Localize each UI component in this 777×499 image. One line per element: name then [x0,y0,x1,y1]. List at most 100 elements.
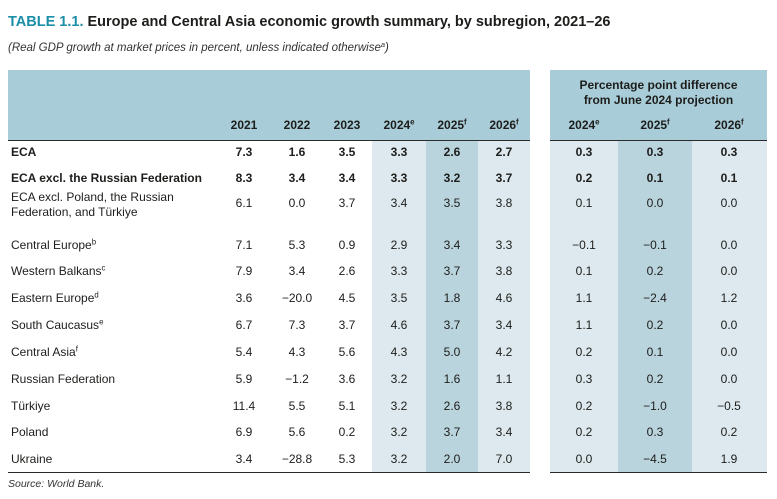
difference-value: 0.0 [646,196,664,210]
year-header: 2023 [317,118,377,132]
difference-value: 0.0 [720,264,738,278]
growth-value: −28.8 [281,452,313,466]
growth-value: 6.9 [235,425,253,439]
difference-value: 1.2 [720,291,738,305]
row-label: Ukraine [11,452,52,467]
difference-value: 0.2 [720,425,738,439]
growth-value: 4.5 [338,291,356,305]
year-header-year: 2022 [283,118,311,132]
difference-value: 0.1 [646,171,664,185]
growth-value: 3.4 [390,196,408,210]
growth-value: 3.5 [338,145,356,159]
row-label: ECA excl. the Russian Federation [11,171,202,186]
growth-value: 3.3 [495,238,513,252]
difference-value: 0.2 [646,318,664,332]
growth-value: 1.1 [495,372,513,386]
growth-value: 3.3 [390,171,408,185]
growth-value: 7.3 [288,318,306,332]
difference-value: 0.2 [575,399,593,413]
growth-value: 3.4 [338,171,356,185]
year-header-marker: f [464,117,467,127]
row-label-text: Eastern Europe [11,291,95,305]
difference-value: 0.2 [575,425,593,439]
row-label-text: Türkiye [11,399,51,413]
header-rule-right [550,140,767,141]
difference-value: −0.1 [572,238,596,252]
growth-value: 5.9 [235,372,253,386]
diff-year-header-marker: f [667,117,670,127]
year-header: 2022 [267,118,327,132]
table-number: TABLE 1.1. [8,14,84,30]
growth-value: 3.2 [390,452,408,466]
column-shade-diff-2026 [692,140,767,472]
growth-value: 3.4 [288,171,306,185]
growth-value: 3.4 [495,318,513,332]
subtitle-close: ) [385,42,389,54]
column-shade-2026 [478,140,530,472]
year-header: 2025f [422,118,482,132]
row-footnote-marker: f [75,344,78,354]
difference-value: 0.2 [575,345,593,359]
growth-value: 5.1 [338,399,356,413]
row-label-text: ECA excl. Poland, the Russian [11,190,174,204]
growth-value: 3.4 [288,264,306,278]
row-label-text: South Caucasus [11,318,100,332]
difference-value: −4.5 [643,452,667,466]
difference-value: −2.4 [643,291,667,305]
growth-value: 3.4 [443,238,461,252]
growth-value: 4.3 [288,345,306,359]
growth-value: 3.6 [235,291,253,305]
subtitle-text: (Real GDP growth at market prices in per… [8,42,381,54]
difference-value: 0.1 [646,345,664,359]
difference-value: 0.3 [575,145,593,159]
growth-value: 5.3 [338,452,356,466]
difference-header-line2: from June 2024 projection [583,93,734,107]
row-label: Poland [11,425,48,440]
difference-value: 0.1 [575,196,593,210]
growth-value: 3.4 [495,425,513,439]
growth-value: 3.7 [443,318,461,332]
row-label-text: Ukraine [11,452,53,466]
difference-value: 0.0 [575,452,593,466]
difference-value: 0.0 [720,345,738,359]
growth-value: 0.2 [338,425,356,439]
growth-value: 5.5 [288,399,306,413]
row-label-text: Central Europe [11,238,92,252]
difference-value: 0.1 [575,264,593,278]
header-band-right [550,70,767,140]
year-header-year: 2023 [333,118,361,132]
growth-value: 1.6 [443,372,461,386]
diff-year-header-year: 2025 [640,118,668,132]
difference-header: Percentage point difference from June 20… [550,78,767,108]
growth-value: 6.1 [235,196,253,210]
row-label: ECA excl. Poland, the Russian Federation,… [11,190,174,220]
table-title: TABLE 1.1. Europe and Central Asia econo… [8,14,610,30]
growth-value: 3.3 [390,145,408,159]
growth-value: 3.8 [495,196,513,210]
year-header-year: 2026 [489,118,517,132]
growth-value: 2.6 [338,264,356,278]
row-label: Eastern Europed [11,291,99,306]
growth-value: 4.3 [390,345,408,359]
header-band-left [8,70,530,140]
growth-value: 3.8 [495,399,513,413]
growth-value: 2.6 [443,399,461,413]
difference-value: 0.2 [646,372,664,386]
growth-value: 3.7 [443,264,461,278]
table-subtitle: (Real GDP growth at market prices in per… [8,41,389,54]
growth-value: 3.7 [338,318,356,332]
difference-value: 0.3 [575,372,593,386]
growth-value: 3.3 [390,264,408,278]
growth-value: 5.4 [235,345,253,359]
growth-value: 1.8 [443,291,461,305]
difference-value: 0.0 [720,238,738,252]
growth-value: 3.2 [390,399,408,413]
diff-year-header: 2024e [554,118,614,132]
year-header-year: 2025 [437,118,465,132]
row-label: Central Europeb [11,238,96,253]
year-header-year: 2024 [383,118,411,132]
column-shade-2024 [372,140,426,472]
growth-value: 4.6 [495,291,513,305]
growth-value: 7.3 [235,145,253,159]
row-label: Türkiye [11,399,50,414]
